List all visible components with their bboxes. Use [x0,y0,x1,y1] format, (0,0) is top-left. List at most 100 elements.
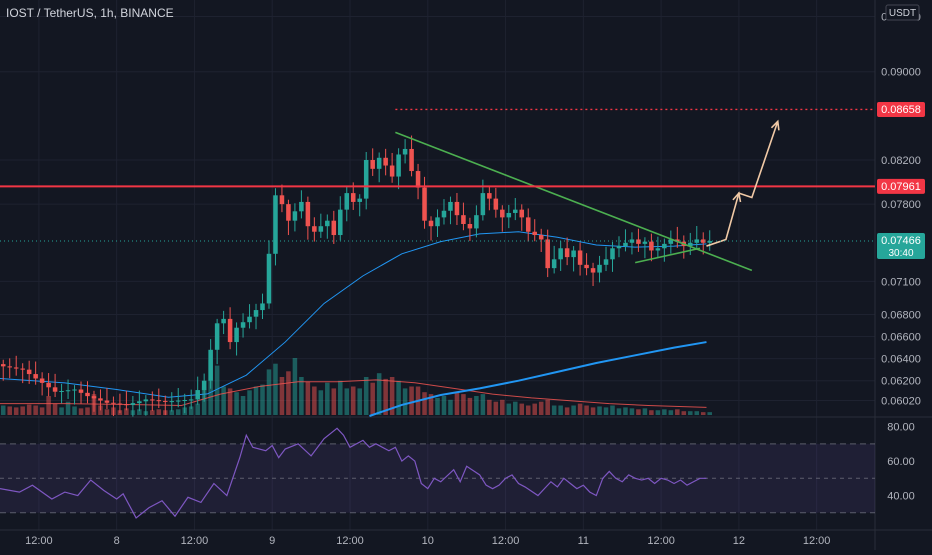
volume-bar [221,387,226,416]
volume-bar [357,388,362,415]
candle-body [306,202,311,226]
volume-bar [578,404,583,415]
candle-body [370,160,375,169]
candle-body [565,248,570,257]
candle-body [571,250,576,257]
volume-bar [319,390,324,415]
candle-body [182,400,187,401]
candle-body [403,149,408,155]
candle-body [448,202,453,211]
candle-body [636,239,641,243]
volume-bar [254,387,259,416]
candle-body [33,374,38,378]
candle-body [539,235,544,239]
candle-body [643,242,648,244]
candle-body [487,193,492,199]
price-tick-label: 0.07100 [881,276,921,288]
volume-bar [241,396,246,415]
volume-bar [422,392,427,415]
volume-bar [273,364,278,415]
price-tick-label: 0.08200 [881,155,921,167]
candle-body [85,393,90,396]
volume-bar [487,400,492,415]
volume-bar [7,406,12,415]
candle-body [656,248,661,250]
candle-body [7,366,12,367]
volume-bar [1,406,6,416]
volume-bar [247,390,252,415]
candle-body [500,210,505,218]
candle-body [351,193,356,202]
candle-body [604,259,609,265]
time-tick-label: 11 [578,535,589,547]
candle-body [267,254,272,304]
candle-body [532,232,537,235]
candle-body [429,221,434,227]
time-tick-label: 9 [269,535,275,547]
candle-body [545,239,550,268]
candle-body [157,400,162,401]
volume-bar [688,411,693,415]
candle-body [202,381,207,390]
volume-bar [442,396,447,415]
price-tick-label: 0.07800 [881,199,921,211]
volume-bar [157,409,162,415]
volume-bar [558,406,563,416]
volume-bar [46,396,51,415]
candle-body [630,239,635,242]
candle-body [46,383,51,387]
time-tick-label: 8 [114,535,120,547]
candle-body [662,244,667,248]
volume-bar [545,400,550,415]
volume-bar [461,394,466,415]
volume-bar [474,396,479,415]
volume-bar [53,404,58,415]
volume-bar [591,407,596,415]
volume-bar [571,406,576,416]
candle-body [481,193,486,215]
candle-body [623,243,628,246]
volume-bar [435,398,440,415]
volume-bar [694,411,699,415]
candle-body [137,401,142,403]
volume-bar [403,388,408,415]
candle-body [118,403,123,404]
candle-body [526,217,531,231]
candle-body [105,401,110,403]
price-tick-label: 0.06800 [881,309,921,321]
volume-bar [260,385,265,415]
candle-body [312,226,317,232]
candle-body [228,319,233,342]
currency-text: USDT [889,8,916,19]
volume-bar [643,408,648,415]
volume-bar [513,402,518,415]
candle-body [176,401,181,402]
candle-body [344,193,349,210]
volume-bar [176,409,181,415]
candle-body [286,204,291,221]
candle-body [578,250,583,264]
volume-bar [682,411,687,415]
volume-bar [494,402,499,415]
time-tick-label: 12:00 [181,535,209,547]
volume-bar [370,383,375,415]
rsi-tick-label: 40.00 [887,491,915,503]
volume-bar [79,408,84,415]
candle-body [597,265,602,273]
volume-bar [280,377,285,415]
candle-body [195,390,200,399]
volume-bar [14,407,19,415]
candle-body [14,367,19,368]
candle-body [617,246,622,248]
time-tick-label: 12 [733,535,745,547]
volume-bar [565,407,570,415]
candle-body [111,403,116,404]
volume-bar [72,406,77,415]
candle-body [591,268,596,272]
volume-bar [597,406,602,415]
price-tick-label: 0.06400 [881,354,921,366]
volume-bar [267,369,272,415]
volume-bar [27,405,32,415]
